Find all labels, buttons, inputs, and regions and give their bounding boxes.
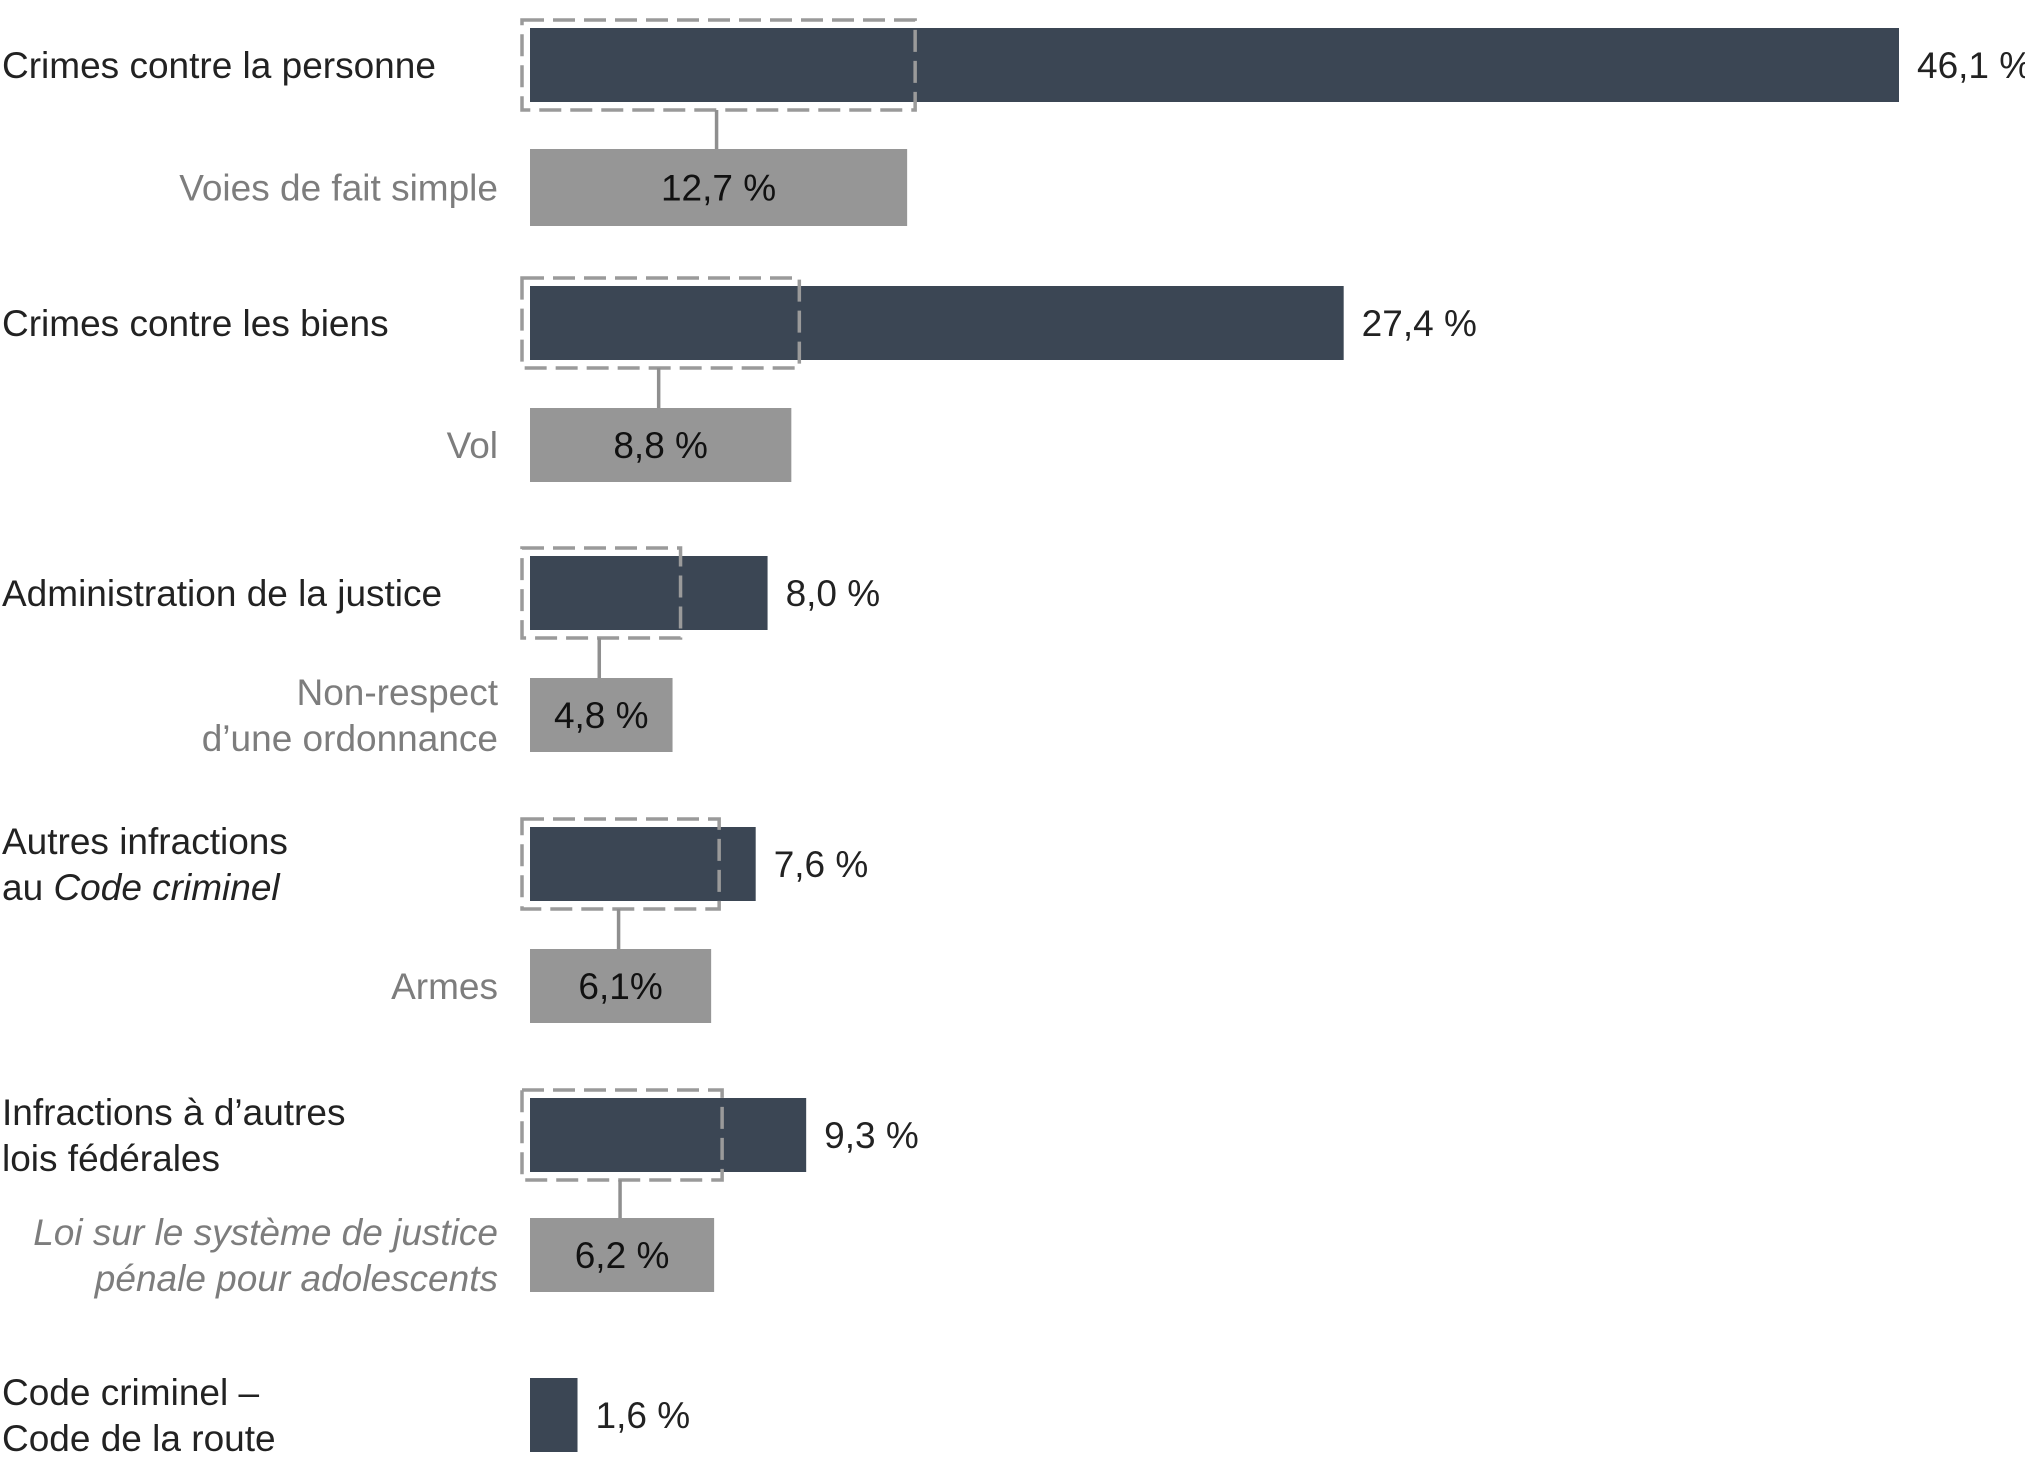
- main-value-label: 27,4 %: [1362, 303, 1477, 344]
- category-label-line: lois fédérales: [2, 1138, 220, 1179]
- main-value-label: 7,6 %: [774, 844, 869, 885]
- category-label-line: Infractions à d’autres: [2, 1092, 345, 1133]
- sub-bar: [530, 1218, 715, 1292]
- subcategory-label: Loi sur le système de justice pénale pour…: [33, 1212, 498, 1299]
- sub-value-label: 12,7 %: [661, 168, 776, 209]
- subcategory-label: Non-respect d’une ordonnance: [202, 672, 499, 759]
- sub-bar: [530, 149, 908, 226]
- main-bar: [530, 286, 1344, 360]
- subcategory-label-line: Armes: [391, 966, 498, 1007]
- main-bar: [530, 827, 756, 901]
- category-label: Crimes contre la personne: [2, 45, 436, 86]
- subcategory-highlight-frame: [520, 817, 721, 911]
- sub-bar: [530, 949, 712, 1023]
- category-label-line: Code criminel –: [2, 1372, 259, 1413]
- subcategory-highlight-frame: [520, 546, 683, 640]
- category-label: Crimes contre les biens: [2, 303, 389, 344]
- category-label: Code criminel – Code de la route: [2, 1372, 276, 1459]
- subcategory-highlight-frame: [520, 276, 802, 370]
- main-value-label: 8,0 %: [786, 573, 881, 614]
- subcategory-label-line: pénale pour adolescents: [94, 1258, 498, 1299]
- sub-value-label: 6,2 %: [575, 1235, 670, 1276]
- category-label: Autres infractions au Code criminel: [2, 821, 288, 908]
- sub-value-label: 6,1%: [578, 966, 662, 1007]
- sub-value-label: 4,8 %: [554, 695, 649, 736]
- subcategory-highlight-frame: [520, 1088, 724, 1182]
- subcategory-label-line: Voies de fait simple: [179, 168, 498, 209]
- subcategory-label-line: d’une ordonnance: [202, 718, 498, 759]
- sub-bar: [530, 408, 792, 482]
- category-label-line: Administration de la justice: [2, 573, 442, 614]
- sub-value-label: 8,8 %: [613, 425, 708, 466]
- main-bar: [530, 1098, 807, 1172]
- category-label-italic-part: Code criminel: [53, 867, 281, 908]
- sub-bar: [530, 678, 673, 752]
- subcategory-label-line: Loi sur le système de justice: [33, 1212, 498, 1253]
- main-value-label: 46,1 %: [1917, 45, 2025, 86]
- main-bar: [530, 28, 1899, 102]
- category-label: Infractions à d’autres lois fédérales: [2, 1092, 345, 1179]
- main-bar: [530, 556, 768, 630]
- subcategory-label: Vol: [447, 425, 498, 466]
- category-label: Administration de la justice: [2, 573, 442, 614]
- subcategory-highlight-frame: [520, 18, 917, 112]
- category-label-line: Autres infractions: [2, 821, 288, 862]
- main-bar: [530, 1378, 578, 1452]
- main-value-label: 9,3 %: [824, 1115, 919, 1156]
- category-label-line: au Code criminel: [2, 867, 281, 908]
- main-value-label: 1,6 %: [596, 1395, 691, 1436]
- subcategory-label: Armes: [391, 966, 498, 1007]
- subcategory-label-line: Vol: [447, 425, 498, 466]
- subcategory-label: Voies de fait simple: [179, 168, 498, 209]
- category-label-line: Crimes contre la personne: [2, 45, 436, 86]
- category-label-line: Code de la route: [2, 1418, 276, 1459]
- category-label-line: Crimes contre les biens: [2, 303, 389, 344]
- subcategory-label-line: Non-respect: [296, 672, 498, 713]
